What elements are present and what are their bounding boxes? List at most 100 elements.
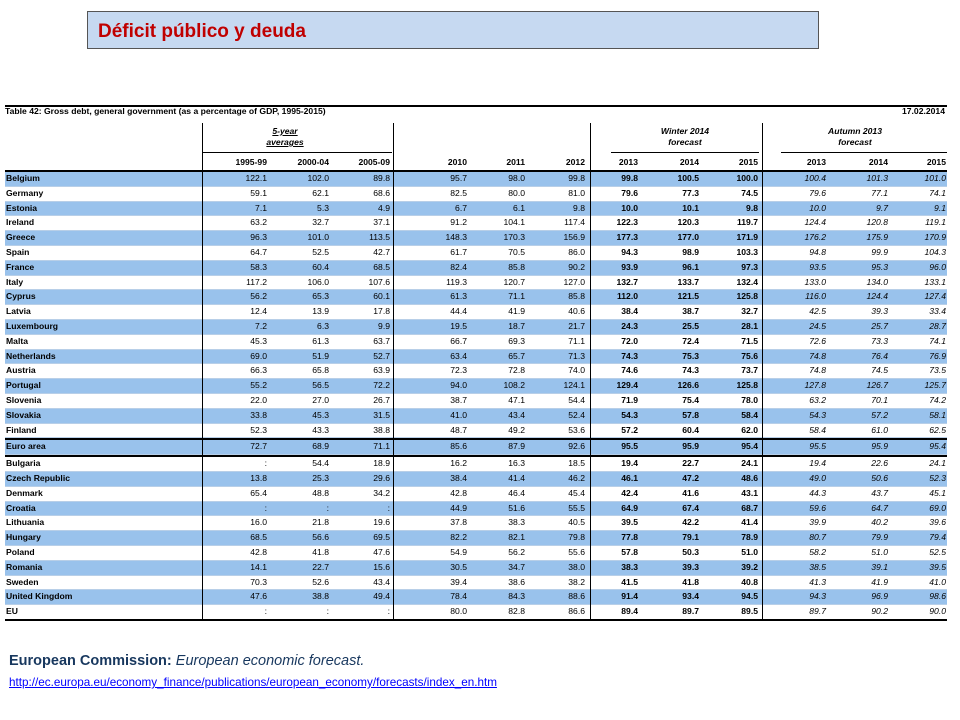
- table-cell: 21.8: [312, 517, 329, 528]
- table-cell: 125.7: [924, 380, 946, 391]
- table-cell: 177.3: [616, 232, 638, 243]
- table-row: Sweden 70.3 52.6 43.4 39.4 38.6 38.2 41.5 41.8 40…: [5, 576, 947, 591]
- table-cell: 90.2: [871, 606, 888, 617]
- table-row: Slovenia 22.0 27.0 26.7 38.7 47.1 54.4 71.9 75.4…: [5, 394, 947, 409]
- table-cell: 80.0: [450, 606, 467, 617]
- table-cell: 53.6: [568, 424, 585, 435]
- table-cell: 69.0: [929, 502, 946, 513]
- table-cell: 95.5: [621, 441, 638, 452]
- column-header: 2000-04: [297, 157, 329, 167]
- column-header: 2011: [506, 157, 525, 167]
- table-cell: 58.1: [929, 409, 946, 420]
- table-row: Malta 45.3 61.3 63.7 66.7 69.3 71.1 72.0 72.4 71.…: [5, 335, 947, 350]
- table-cell: 39.2: [741, 561, 758, 572]
- table-cell: 76.4: [871, 350, 888, 361]
- table-cell: 74.3: [682, 365, 699, 376]
- table-cell: 41.6: [682, 487, 699, 498]
- country-name: EU: [6, 606, 18, 617]
- table-cell: 97.3: [741, 261, 758, 272]
- table-cell: 52.7: [373, 350, 390, 361]
- table-cell: 10.0: [809, 202, 826, 213]
- table-cell: 148.3: [445, 232, 467, 243]
- table-cell: 71.1: [508, 291, 525, 302]
- table-cell: 54.9: [450, 546, 467, 557]
- group-winter-header: Winter 2014 forecast: [640, 126, 730, 148]
- table-cell: 87.9: [508, 441, 525, 452]
- country-name: Romania: [6, 561, 43, 572]
- table-cell: 119.3: [446, 276, 467, 287]
- table-cell: 59.6: [809, 502, 826, 513]
- table-cell: 170.3: [503, 232, 525, 243]
- table-cell: 10.1: [682, 202, 699, 213]
- table-cell: 19.4: [809, 458, 826, 469]
- table-cell: 73.5: [929, 365, 946, 376]
- table-cell: 9.9: [378, 320, 390, 331]
- table-cell: 6.7: [455, 202, 467, 213]
- source-citation: European Commission: European economic f…: [9, 653, 364, 669]
- country-name: Italy: [6, 276, 24, 287]
- table-header: Table 42: Gross debt, general government…: [5, 105, 947, 172]
- table-cell: 175.9: [866, 232, 888, 243]
- country-name: France: [6, 261, 35, 272]
- table-cell: 41.3: [809, 576, 826, 587]
- table-cell: 39.4: [450, 576, 467, 587]
- table-cell: 16.2: [450, 458, 467, 469]
- table-cell: 52.5: [929, 546, 946, 557]
- table-cell: 62.1: [312, 187, 329, 198]
- country-name: Lithuania: [6, 517, 45, 528]
- table-cell: 33.4: [929, 306, 946, 317]
- column-header: 2014: [868, 157, 888, 167]
- table-cell: 55.5: [568, 502, 585, 513]
- table-cell: 40.8: [741, 576, 758, 587]
- table-cell: 68.6: [373, 187, 390, 198]
- table-cell: 52.5: [312, 246, 329, 257]
- table-cell: 80.0: [508, 187, 525, 198]
- table-cell: 13.8: [250, 472, 267, 483]
- table-cell: 112.0: [616, 291, 638, 302]
- table-cell: 32.7: [741, 306, 758, 317]
- table-cell: 38.0: [568, 561, 585, 572]
- table-cell: 78.9: [741, 532, 758, 543]
- table-cell: 95.7: [450, 173, 467, 183]
- table-cell: 28.7: [929, 320, 946, 331]
- column-header: 2010: [447, 157, 467, 167]
- table-cell: 55.6: [568, 546, 585, 557]
- table-cell: 93.9: [621, 261, 638, 272]
- table-cell: 77.8: [621, 532, 638, 543]
- country-name: Estonia: [6, 202, 38, 213]
- page-title: Déficit público y deuda: [98, 21, 306, 42]
- table-cell: 101.3: [866, 173, 888, 183]
- table-cell: 69.5: [373, 532, 390, 543]
- column-header: 2005-09: [358, 157, 390, 167]
- table-cell: 96.9: [871, 591, 888, 602]
- table-cell: 82.2: [450, 532, 467, 543]
- table-cell: 120.3: [677, 217, 699, 228]
- group-5yr-sublabel: averages: [266, 137, 304, 147]
- table-cell: 45.4: [568, 487, 585, 498]
- column-header: 2015: [926, 157, 946, 167]
- source-link[interactable]: http://ec.europa.eu/economy_finance/publ…: [9, 676, 497, 689]
- table-date: 17.02.2014: [901, 106, 945, 116]
- table-cell: 108.2: [503, 380, 525, 391]
- table-cell: 86.0: [568, 246, 585, 257]
- table-cell: :: [387, 606, 390, 617]
- table-cell: 125.8: [736, 291, 758, 302]
- table-cell: 18.9: [373, 458, 390, 469]
- table-cell: 95.9: [871, 441, 888, 452]
- table-cell: 48.8: [312, 487, 329, 498]
- table-row: Greece 96.3 101.0 113.5 148.3 170.3 156.9 177.3…: [5, 231, 947, 246]
- table-cell: 44.3: [809, 487, 826, 498]
- table-cell: 52.3: [929, 472, 946, 483]
- table-cell: 94.8: [809, 246, 826, 257]
- table-cell: 63.7: [373, 335, 390, 346]
- table-cell: 77.1: [871, 187, 888, 198]
- table-cell: 48.7: [450, 424, 467, 435]
- table-cell: 39.3: [871, 306, 888, 317]
- table-cell: 126.6: [677, 380, 699, 391]
- table-cell: 33.8: [250, 409, 267, 420]
- table-cell: 64.7: [250, 246, 267, 257]
- table-cell: 65.7: [508, 350, 525, 361]
- table-cell: 42.5: [809, 306, 826, 317]
- table-cell: 132.7: [616, 276, 638, 287]
- table-cell: 6.3: [317, 320, 329, 331]
